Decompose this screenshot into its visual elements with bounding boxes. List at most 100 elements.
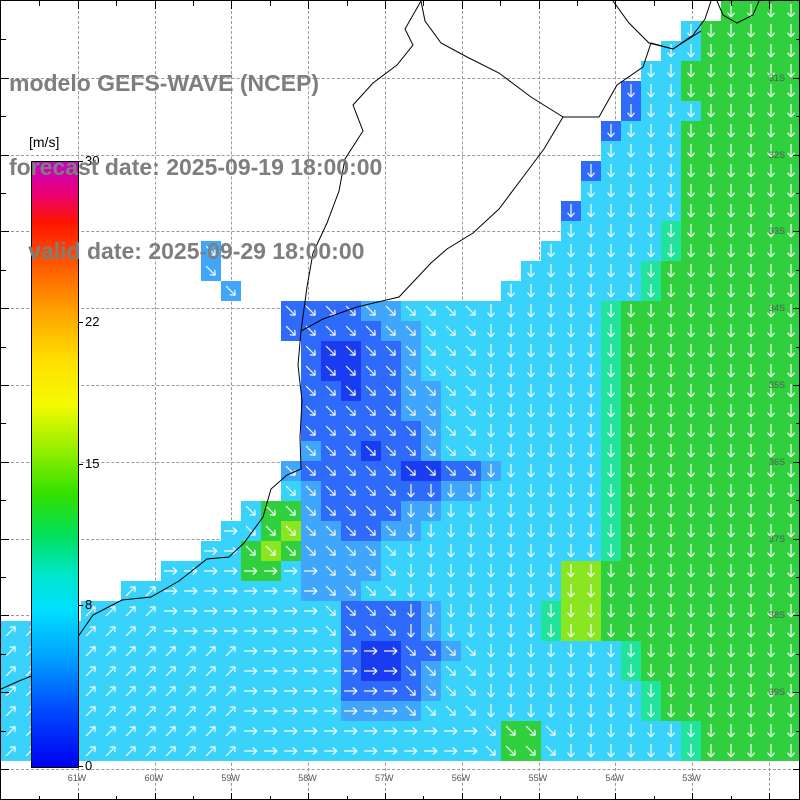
wave-direction-arrow-icon [561,581,581,601]
wave-cell [561,461,581,481]
latitude-label: 39S [769,687,786,698]
wave-direction-arrow-icon [281,581,301,601]
wave-cell [701,401,721,421]
axis-tick [793,461,799,463]
wave-direction-arrow-icon [521,621,541,641]
axis-tick [500,1,502,6]
axis-tick [39,1,41,6]
wave-cell [581,361,601,381]
wave-direction-arrow-icon [621,341,641,361]
wave-direction-arrow-icon [761,241,781,261]
wave-cell [561,661,581,681]
wave-direction-arrow-icon [661,161,681,181]
wave-cell [701,281,721,301]
wave-cell [261,661,281,681]
wave-cell [261,681,281,701]
wave-cell [741,721,761,741]
wave-direction-arrow-icon [641,141,661,161]
wave-direction-arrow-icon [681,501,701,521]
wave-direction-arrow-icon [761,41,781,61]
wave-cell [641,721,661,741]
wave-direction-arrow-icon [781,1,799,21]
wave-direction-arrow-icon [621,721,641,741]
wave-direction-arrow-icon [681,481,701,501]
wave-cell [661,601,681,621]
wave-direction-arrow-icon [781,401,799,421]
wave-direction-arrow-icon [621,321,641,341]
wave-cell [581,661,601,681]
wave-direction-arrow-icon [681,281,701,301]
wave-direction-arrow-icon [301,701,321,721]
wave-direction-arrow-icon [741,61,761,81]
wave-direction-arrow-icon [421,721,441,741]
wave-cell [481,361,501,381]
wave-direction-arrow-icon [721,281,741,301]
wave-cell [541,321,561,341]
wave-cell [741,461,761,481]
wave-cell [761,561,781,581]
wave-direction-arrow-icon [461,501,481,521]
wave-direction-arrow-icon [281,561,301,581]
wave-cell [581,241,601,261]
wave-cell [781,701,799,721]
wave-direction-arrow-icon [741,21,761,41]
wave-cell [441,741,461,761]
wave-cell [161,581,181,601]
axis-tick [1,154,9,156]
wave-cell [701,601,721,621]
wave-direction-arrow-icon [581,481,601,501]
wave-cell [761,81,781,101]
wave-cell [761,1,781,21]
wave-direction-arrow-icon [621,221,641,241]
wave-direction-arrow-icon [541,681,561,701]
wave-cell [421,741,441,761]
wave-direction-arrow-icon [681,601,701,621]
wave-direction-arrow-icon [761,661,781,681]
wave-direction-arrow-icon [681,421,701,441]
wave-direction-arrow-icon [741,261,761,281]
wave-cell [281,681,301,701]
axis-tick [308,1,310,9]
wave-cell [501,441,521,461]
wave-cell [581,281,601,301]
wave-direction-arrow-icon [641,721,661,741]
latitude-label: 35S [769,380,786,390]
wave-cell [781,41,799,61]
wave-cell [261,561,281,581]
wave-direction-arrow-icon [781,261,799,281]
wave-cell [601,701,621,721]
wave-cell [721,141,741,161]
wave-cell [641,61,661,81]
wave-cell [501,641,521,661]
wave-cell [581,601,601,621]
wave-cell [601,661,621,681]
wave-cell [621,361,641,381]
wave-cell [741,601,761,621]
wave-direction-arrow-icon [561,341,581,361]
wave-direction-arrow-icon [601,561,621,581]
wave-cell [541,461,561,481]
wave-direction-arrow-icon [601,161,621,181]
wave-cell [661,201,681,221]
valid-date-line: valid date: 2025-09-29 18:00:00 [9,238,365,264]
axis-tick [1,346,6,348]
wave-cell [681,281,701,301]
wave-cell [561,581,581,601]
wave-direction-arrow-icon [561,741,581,761]
wave-cell [661,441,681,461]
wave-direction-arrow-icon [621,601,641,621]
wave-direction-arrow-icon [781,121,799,141]
wave-direction-arrow-icon [781,221,799,241]
axis-tick [77,1,79,9]
wave-direction-arrow-icon [481,621,501,641]
wave-direction-arrow-icon [721,601,741,621]
wave-cell [621,141,641,161]
wave-cell [341,721,361,741]
wave-direction-arrow-icon [661,521,681,541]
wave-cell [241,561,261,581]
wave-cell [601,201,621,221]
wave-direction-arrow-icon [761,641,781,661]
wave-direction-arrow-icon [421,581,441,601]
wave-cell [461,701,481,721]
wave-cell [641,161,661,181]
